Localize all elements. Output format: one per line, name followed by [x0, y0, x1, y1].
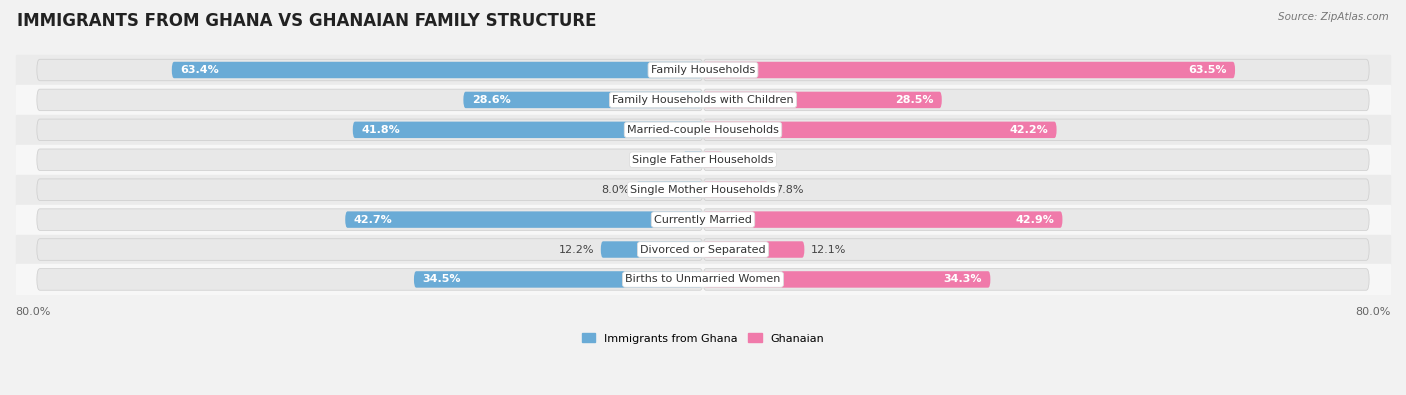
Text: Divorced or Separated: Divorced or Separated: [640, 245, 766, 254]
Legend: Immigrants from Ghana, Ghanaian: Immigrants from Ghana, Ghanaian: [576, 329, 830, 348]
Text: Single Father Households: Single Father Households: [633, 155, 773, 165]
FancyBboxPatch shape: [703, 59, 1369, 81]
FancyBboxPatch shape: [703, 241, 804, 258]
FancyBboxPatch shape: [703, 269, 1369, 290]
Text: 2.4%: 2.4%: [648, 155, 676, 165]
FancyBboxPatch shape: [413, 271, 703, 288]
Text: 7.8%: 7.8%: [775, 185, 804, 195]
Text: IMMIGRANTS FROM GHANA VS GHANAIAN FAMILY STRUCTURE: IMMIGRANTS FROM GHANA VS GHANAIAN FAMILY…: [17, 12, 596, 30]
Text: Married-couple Households: Married-couple Households: [627, 125, 779, 135]
Text: Births to Unmarried Women: Births to Unmarried Women: [626, 275, 780, 284]
Bar: [15, 235, 1391, 265]
FancyBboxPatch shape: [37, 59, 703, 81]
FancyBboxPatch shape: [703, 239, 1369, 260]
Text: 41.8%: 41.8%: [361, 125, 399, 135]
FancyBboxPatch shape: [703, 181, 768, 198]
FancyBboxPatch shape: [37, 209, 703, 230]
Text: 63.4%: 63.4%: [180, 65, 219, 75]
Bar: [15, 85, 1391, 115]
Text: 42.7%: 42.7%: [353, 214, 392, 225]
FancyBboxPatch shape: [37, 149, 703, 171]
FancyBboxPatch shape: [636, 181, 703, 198]
FancyBboxPatch shape: [37, 179, 703, 200]
Bar: [15, 265, 1391, 294]
Text: 12.2%: 12.2%: [558, 245, 595, 254]
FancyBboxPatch shape: [703, 271, 990, 288]
Bar: [15, 205, 1391, 235]
FancyBboxPatch shape: [703, 209, 1369, 230]
FancyBboxPatch shape: [172, 62, 703, 78]
FancyBboxPatch shape: [703, 149, 1369, 171]
FancyBboxPatch shape: [703, 62, 1234, 78]
Text: 28.5%: 28.5%: [896, 95, 934, 105]
FancyBboxPatch shape: [464, 92, 703, 108]
Text: Family Households: Family Households: [651, 65, 755, 75]
FancyBboxPatch shape: [703, 122, 1056, 138]
Text: 28.6%: 28.6%: [472, 95, 510, 105]
FancyBboxPatch shape: [703, 92, 942, 108]
Text: 42.9%: 42.9%: [1015, 214, 1054, 225]
Text: 34.3%: 34.3%: [943, 275, 981, 284]
Bar: [15, 175, 1391, 205]
Text: Source: ZipAtlas.com: Source: ZipAtlas.com: [1278, 12, 1389, 22]
Text: 8.0%: 8.0%: [600, 185, 630, 195]
Text: 34.5%: 34.5%: [422, 275, 461, 284]
Text: 42.2%: 42.2%: [1010, 125, 1049, 135]
Bar: [15, 115, 1391, 145]
FancyBboxPatch shape: [37, 89, 703, 111]
FancyBboxPatch shape: [353, 122, 703, 138]
FancyBboxPatch shape: [703, 152, 723, 168]
FancyBboxPatch shape: [600, 241, 703, 258]
Bar: [15, 55, 1391, 85]
Text: 12.1%: 12.1%: [811, 245, 846, 254]
FancyBboxPatch shape: [703, 211, 1063, 228]
FancyBboxPatch shape: [703, 179, 1369, 200]
Text: 2.4%: 2.4%: [730, 155, 758, 165]
FancyBboxPatch shape: [37, 119, 703, 141]
Text: Family Households with Children: Family Households with Children: [612, 95, 794, 105]
FancyBboxPatch shape: [703, 119, 1369, 141]
FancyBboxPatch shape: [703, 89, 1369, 111]
FancyBboxPatch shape: [37, 269, 703, 290]
FancyBboxPatch shape: [683, 152, 703, 168]
Text: Single Mother Households: Single Mother Households: [630, 185, 776, 195]
Text: Currently Married: Currently Married: [654, 214, 752, 225]
Bar: [15, 145, 1391, 175]
Text: 63.5%: 63.5%: [1188, 65, 1226, 75]
FancyBboxPatch shape: [346, 211, 703, 228]
FancyBboxPatch shape: [37, 239, 703, 260]
